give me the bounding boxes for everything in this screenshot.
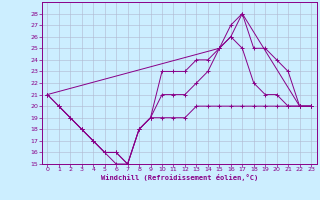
- X-axis label: Windchill (Refroidissement éolien,°C): Windchill (Refroidissement éolien,°C): [100, 174, 258, 181]
